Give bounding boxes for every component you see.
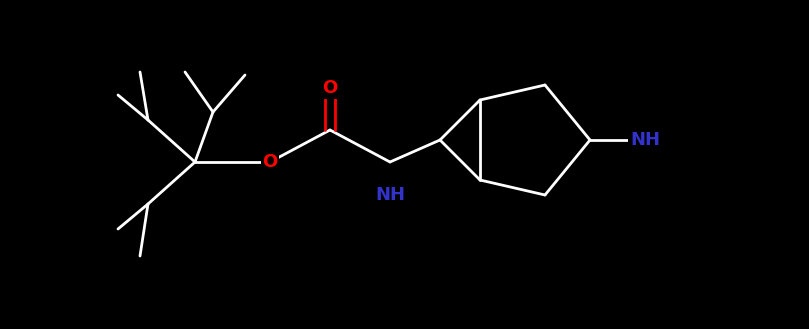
Text: NH: NH bbox=[375, 186, 405, 204]
Text: O: O bbox=[262, 153, 277, 171]
Text: O: O bbox=[322, 79, 337, 97]
Text: NH: NH bbox=[630, 131, 660, 149]
